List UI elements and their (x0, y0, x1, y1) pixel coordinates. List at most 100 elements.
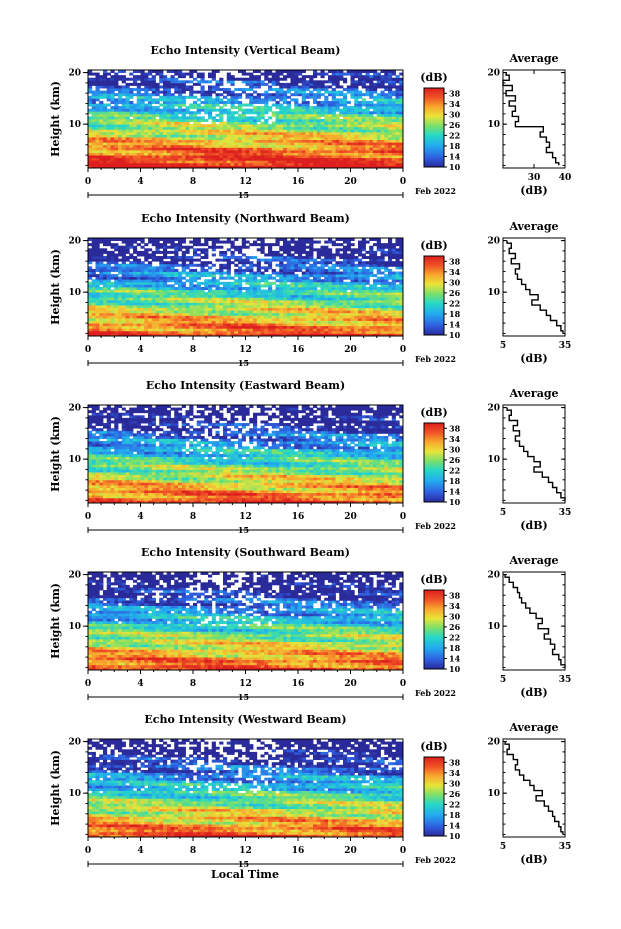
heatmap-cell (204, 274, 209, 278)
heatmap-cell (110, 144, 115, 148)
heatmap-cell (234, 294, 239, 298)
heatmap-cell (376, 134, 381, 138)
heatmap-cell (260, 325, 265, 329)
heatmap-cell (264, 155, 269, 159)
heatmap-cell (178, 106, 183, 110)
heatmap-cell (309, 162, 314, 166)
heatmap-cell (155, 85, 160, 89)
heatmap-cell (118, 276, 123, 280)
heatmap-cell (279, 139, 284, 143)
heatmap-cell (298, 142, 303, 146)
heatmap-cell (301, 310, 306, 314)
heatmap-cell (361, 297, 366, 301)
heatmap-cell (174, 302, 179, 306)
heatmap-cell (264, 310, 269, 314)
heatmap-cell (234, 281, 239, 285)
heatmap-cell (249, 72, 254, 76)
heatmap-cell (343, 315, 348, 319)
heatmap-cell (234, 100, 239, 104)
colorbar (423, 87, 445, 168)
heatmap-cell (331, 302, 336, 306)
heatmap-cell (151, 315, 156, 319)
heatmap-cell (121, 165, 126, 169)
heatmap-cell (185, 299, 190, 303)
heatmap-cell (219, 320, 224, 324)
heatmap-cell (103, 82, 108, 86)
heatmap-cell (110, 305, 115, 309)
heatmap-cell (234, 139, 239, 143)
heatmap-cell (320, 85, 325, 89)
heatmap-cell (301, 160, 306, 164)
heatmap-cell (354, 95, 359, 99)
heatmap-cell (264, 77, 269, 81)
heatmap-cell (163, 137, 168, 141)
heatmap-cell (256, 305, 261, 309)
heatmap-cell (163, 310, 168, 314)
heatmap-cell (391, 302, 396, 306)
heatmap-cell (241, 126, 246, 130)
heatmap-cell (286, 129, 291, 133)
heatmap-cell (110, 113, 115, 117)
heatmap-cell (230, 137, 235, 141)
heatmap-cell (140, 121, 145, 125)
heatmap-cell (155, 281, 160, 285)
heatmap-cell (256, 155, 261, 159)
heatmap-cell (95, 144, 100, 148)
heatmap-cell (166, 155, 171, 159)
heatmap-cell (99, 77, 104, 81)
heatmap-cell (354, 325, 359, 329)
heatmap-cell (331, 80, 336, 84)
heatmap-cell (268, 310, 273, 314)
heatmap-cell (148, 276, 153, 280)
heatmap-cell (391, 90, 396, 94)
heatmap-cell (369, 134, 374, 138)
heatmap-cell (234, 279, 239, 283)
heatmap-cell (264, 149, 269, 153)
heatmap-cell (110, 80, 115, 84)
heatmap-cell (110, 310, 115, 314)
heatmap-cell (208, 75, 213, 79)
heatmap-cell (275, 77, 280, 81)
heatmap-cell (106, 287, 111, 290)
heatmap-cell (290, 294, 295, 298)
heatmap-cell (185, 310, 190, 314)
heatmap-cell (170, 330, 175, 334)
heatmap-cell (286, 276, 291, 280)
heatmap-cell (395, 162, 400, 166)
heatmap-cell (298, 310, 303, 314)
heatmap-cell (358, 119, 363, 122)
heatmap-cell (189, 119, 194, 122)
heatmap-cell (223, 297, 228, 301)
heatmap-cell (301, 75, 306, 79)
heatmap-cell (305, 274, 310, 278)
heatmap-cell (245, 274, 250, 278)
heatmap-cell (174, 119, 179, 122)
heatmap-cell (335, 325, 340, 329)
heatmap-cell (275, 320, 280, 324)
heatmap-cell (215, 333, 220, 337)
heatmap-cell (155, 274, 160, 278)
heatmap-cell (350, 88, 355, 92)
heatmap-cell (200, 93, 205, 97)
heatmap-cell (174, 137, 179, 141)
heatmap-cell (133, 268, 138, 272)
heatmap-cell (309, 90, 314, 94)
heatmap-cell (331, 328, 336, 332)
heatmap-cell (133, 147, 138, 151)
heatmap-cell (208, 320, 213, 324)
heatmap-cell (129, 134, 134, 138)
heatmap-cell (238, 276, 243, 280)
heatmap-cell (189, 305, 194, 309)
heatmap-cell (309, 328, 314, 332)
heatmap-cell (286, 116, 291, 120)
colorbar-tick-label: 30 (449, 109, 461, 119)
heatmap-cell (275, 284, 280, 288)
heatmap-cell (313, 137, 318, 141)
heatmap-cell (226, 312, 231, 316)
heatmap-cell (260, 330, 265, 334)
heatmap-cell (249, 299, 254, 303)
heatmap-cell (275, 315, 280, 319)
heatmap-cell (268, 302, 273, 306)
heatmap-cell (159, 325, 164, 329)
heatmap-cell (88, 124, 93, 128)
